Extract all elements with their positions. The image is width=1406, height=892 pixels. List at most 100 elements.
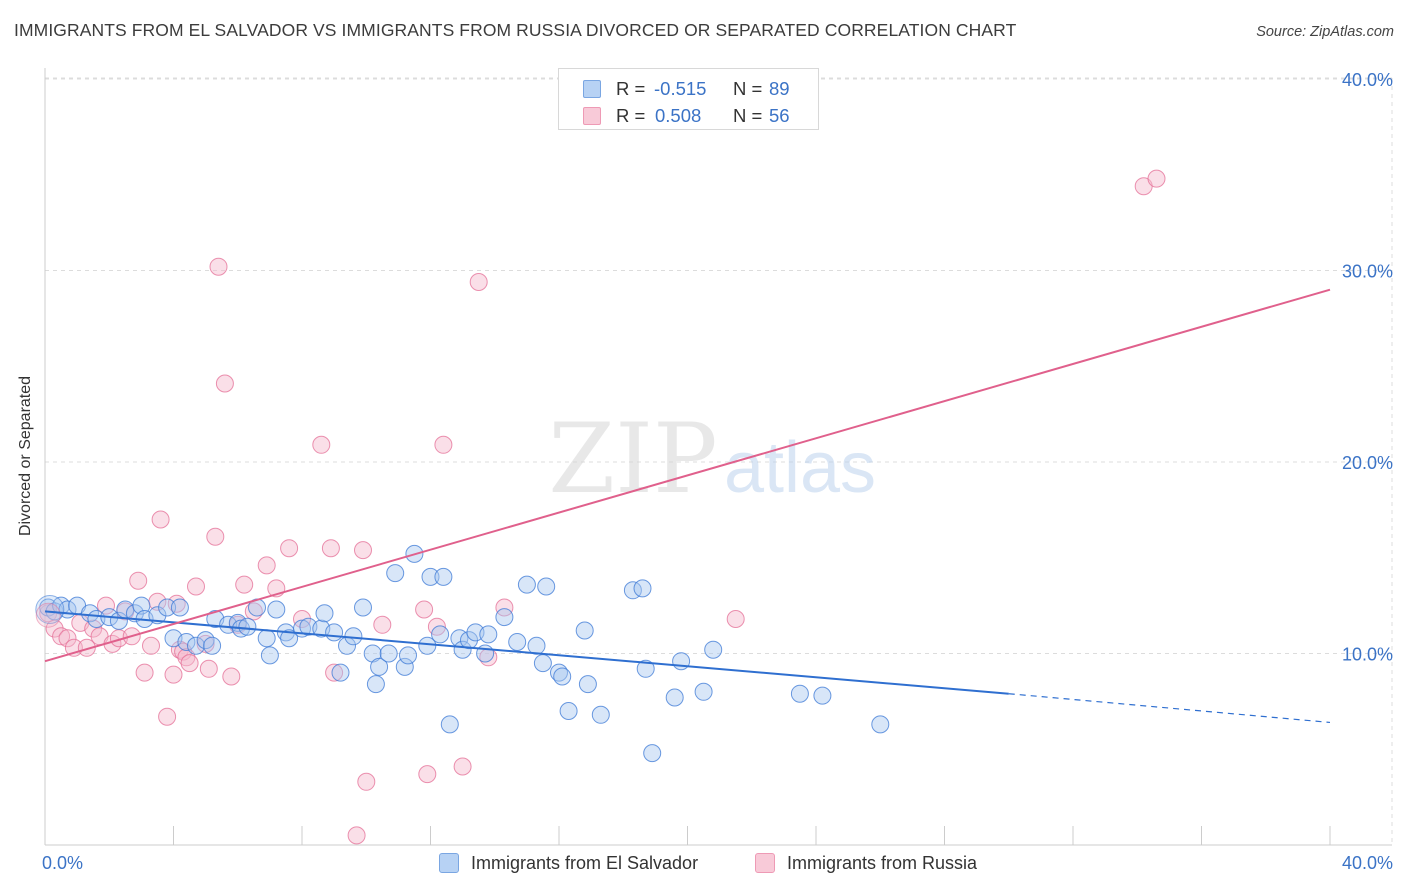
point-el-salvador bbox=[315, 604, 334, 623]
watermark-zip: ZIP bbox=[548, 403, 717, 515]
point-el-salvador bbox=[591, 705, 610, 724]
correlation-legend: R = -0.515 N = 89 R = 0.508 N = 56 bbox=[558, 68, 819, 130]
legend-swatch-pink bbox=[583, 107, 601, 125]
trend-line-russia bbox=[44, 288, 1331, 663]
point-el-salvador bbox=[694, 682, 713, 701]
point-el-salvador bbox=[578, 675, 597, 694]
point-el-salvador bbox=[257, 629, 276, 648]
bottom-legend-label: Immigrants from Russia bbox=[787, 853, 978, 873]
point-russia bbox=[415, 600, 434, 619]
point-russia bbox=[280, 539, 299, 558]
point-el-salvador bbox=[665, 688, 684, 707]
point-russia bbox=[312, 435, 331, 454]
point-russia bbox=[58, 629, 77, 648]
point-el-salvador bbox=[132, 596, 151, 615]
trend-lines bbox=[44, 288, 1331, 724]
legend-r-label: R = bbox=[616, 105, 646, 126]
point-el-salvador bbox=[187, 636, 205, 655]
point-el-salvador bbox=[508, 633, 527, 651]
point-el-salvador bbox=[158, 598, 177, 617]
point-el-salvador bbox=[125, 604, 144, 623]
point-russia bbox=[347, 826, 366, 845]
point-el-salvador bbox=[533, 654, 552, 673]
x-tick-label-max: 40.0% bbox=[1342, 853, 1393, 873]
point-russia bbox=[142, 636, 160, 655]
legend-r-label: R = bbox=[616, 78, 646, 99]
point-russia bbox=[469, 273, 488, 291]
point-el-salvador bbox=[379, 644, 398, 663]
tick-labels: 10.0% 20.0% 30.0% 40.0% 0.0% 40.0% bbox=[42, 70, 1393, 873]
point-el-salvador bbox=[537, 577, 556, 596]
point-el-salvador bbox=[354, 598, 372, 617]
y-tick-label: 10.0% bbox=[1342, 645, 1393, 665]
point-el-salvador-cluster bbox=[35, 594, 65, 624]
point-russia bbox=[52, 627, 71, 646]
point-russia bbox=[293, 610, 311, 628]
point-russia bbox=[215, 374, 234, 393]
point-el-salvador bbox=[177, 633, 196, 651]
watermark-atlas: atlas bbox=[724, 428, 876, 508]
legend-row-russia: R = 0.508 N = 56 bbox=[559, 102, 818, 128]
point-russia bbox=[158, 707, 177, 726]
trend-line-el-salvador-projection bbox=[1008, 693, 1331, 724]
point-russia bbox=[726, 610, 745, 628]
axes bbox=[44, 68, 1392, 846]
point-el-salvador bbox=[260, 646, 279, 665]
point-el-salvador bbox=[331, 663, 350, 682]
y-tick-label: 20.0% bbox=[1342, 453, 1393, 473]
point-el-salvador bbox=[440, 715, 459, 734]
point-el-salvador bbox=[399, 646, 417, 665]
grid-lines bbox=[45, 77, 1393, 845]
point-russia bbox=[164, 665, 183, 684]
data-points bbox=[35, 169, 1166, 845]
point-russia bbox=[1147, 169, 1166, 188]
point-el-salvador bbox=[633, 579, 652, 598]
point-el-salvador bbox=[280, 629, 299, 648]
point-el-salvador bbox=[395, 657, 414, 676]
point-el-salvador bbox=[267, 600, 286, 619]
trend-line-el-salvador bbox=[44, 610, 1009, 695]
bottom-legend-swatch-pink bbox=[755, 853, 775, 873]
point-el-salvador bbox=[643, 744, 662, 763]
point-el-salvador bbox=[386, 564, 405, 583]
point-russia bbox=[151, 510, 170, 529]
point-russia bbox=[177, 648, 196, 667]
point-el-salvador bbox=[479, 625, 498, 644]
point-el-salvador bbox=[203, 636, 222, 655]
point-russia bbox=[206, 527, 225, 546]
legend-row-el-salvador: R = -0.515 N = 89 bbox=[559, 75, 818, 101]
legend-n-label: N = bbox=[733, 105, 763, 126]
chart-title: IMMIGRANTS FROM EL SALVADOR VS IMMIGRANT… bbox=[14, 20, 1017, 40]
point-el-salvador bbox=[575, 621, 594, 640]
point-el-salvador bbox=[453, 640, 472, 659]
point-el-salvador bbox=[170, 598, 189, 617]
point-el-salvador bbox=[238, 617, 257, 636]
point-el-salvador bbox=[813, 686, 832, 705]
legend-swatch-blue bbox=[583, 80, 601, 98]
y-tick-label: 40.0% bbox=[1342, 70, 1393, 90]
bottom-legend-label: Immigrants from El Salvador bbox=[471, 853, 699, 873]
point-el-salvador bbox=[704, 640, 723, 659]
legend-r-value: -0.515 bbox=[654, 78, 707, 99]
legend-n-label: N = bbox=[733, 78, 763, 99]
y-tick-label: 30.0% bbox=[1342, 262, 1393, 282]
point-russia bbox=[84, 619, 103, 638]
point-russia bbox=[354, 541, 372, 560]
point-russia bbox=[325, 663, 344, 682]
legend-n-value: 89 bbox=[769, 78, 790, 99]
point-russia bbox=[257, 556, 276, 575]
point-el-salvador bbox=[370, 657, 389, 676]
x-tick-label-min: 0.0% bbox=[42, 853, 83, 873]
point-el-salvador bbox=[421, 567, 440, 586]
legend-n-value: 56 bbox=[769, 105, 790, 126]
point-russia bbox=[199, 659, 218, 678]
point-russia bbox=[235, 575, 254, 594]
point-russia bbox=[129, 571, 148, 590]
point-el-salvador bbox=[790, 684, 809, 703]
point-russia bbox=[453, 757, 472, 776]
point-el-salvador bbox=[527, 636, 546, 655]
legend-r-value: 0.508 bbox=[655, 105, 702, 126]
point-el-salvador bbox=[871, 715, 890, 734]
point-el-salvador bbox=[366, 675, 385, 694]
